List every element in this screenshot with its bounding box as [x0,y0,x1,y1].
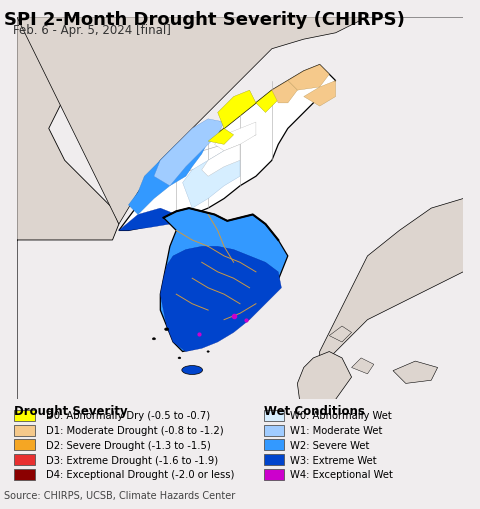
Text: W3: Extreme Wet: W3: Extreme Wet [290,455,377,465]
Text: Source: CHIRPS, UCSB, Climate Hazards Center: Source: CHIRPS, UCSB, Climate Hazards Ce… [4,490,235,500]
Polygon shape [17,18,119,400]
Text: Drought Severity: Drought Severity [14,404,128,417]
FancyBboxPatch shape [14,410,35,421]
FancyBboxPatch shape [264,454,284,465]
Polygon shape [288,66,329,91]
Polygon shape [154,120,224,186]
FancyBboxPatch shape [264,439,284,450]
Polygon shape [272,81,298,104]
Polygon shape [208,129,234,145]
Polygon shape [304,81,336,107]
Ellipse shape [182,366,203,375]
Ellipse shape [152,338,156,340]
FancyBboxPatch shape [14,469,35,480]
Polygon shape [160,209,288,352]
Polygon shape [17,18,463,224]
FancyBboxPatch shape [14,439,35,450]
Polygon shape [182,152,240,209]
Polygon shape [256,91,281,113]
Text: W2: Severe Wet: W2: Severe Wet [290,440,370,450]
Text: Wet Conditions: Wet Conditions [264,404,365,417]
FancyBboxPatch shape [14,454,35,465]
Polygon shape [320,199,480,367]
FancyBboxPatch shape [264,410,284,421]
Polygon shape [119,66,336,231]
Text: Feb. 6 - Apr. 5, 2024 [final]: Feb. 6 - Apr. 5, 2024 [final] [13,24,171,37]
FancyBboxPatch shape [264,469,284,480]
Polygon shape [329,326,351,342]
Polygon shape [160,247,281,352]
Text: W4: Exceptional Wet: W4: Exceptional Wet [290,469,393,479]
Text: W1: Moderate Wet: W1: Moderate Wet [290,425,383,435]
Text: D4: Exceptional Drought (-2.0 or less): D4: Exceptional Drought (-2.0 or less) [46,469,234,479]
Text: W0: Abnormally Wet: W0: Abnormally Wet [290,411,392,420]
Polygon shape [351,358,374,374]
Polygon shape [119,209,176,231]
Polygon shape [215,123,256,152]
Text: D3: Extreme Drought (-1.6 to -1.9): D3: Extreme Drought (-1.6 to -1.9) [46,455,218,465]
Ellipse shape [165,328,169,331]
Text: D1: Moderate Drought (-0.8 to -1.2): D1: Moderate Drought (-0.8 to -1.2) [46,425,223,435]
Polygon shape [298,352,351,432]
Polygon shape [129,135,208,215]
Polygon shape [202,145,240,177]
Polygon shape [393,361,438,384]
Text: D0: Abnormally Dry (-0.5 to -0.7): D0: Abnormally Dry (-0.5 to -0.7) [46,411,210,420]
FancyBboxPatch shape [14,425,35,436]
Polygon shape [218,91,256,129]
Text: SPI 2-Month Drought Severity (CHIRPS): SPI 2-Month Drought Severity (CHIRPS) [4,11,405,29]
Text: D2: Severe Drought (-1.3 to -1.5): D2: Severe Drought (-1.3 to -1.5) [46,440,210,450]
Ellipse shape [207,351,209,353]
FancyBboxPatch shape [264,425,284,436]
Ellipse shape [178,357,181,359]
